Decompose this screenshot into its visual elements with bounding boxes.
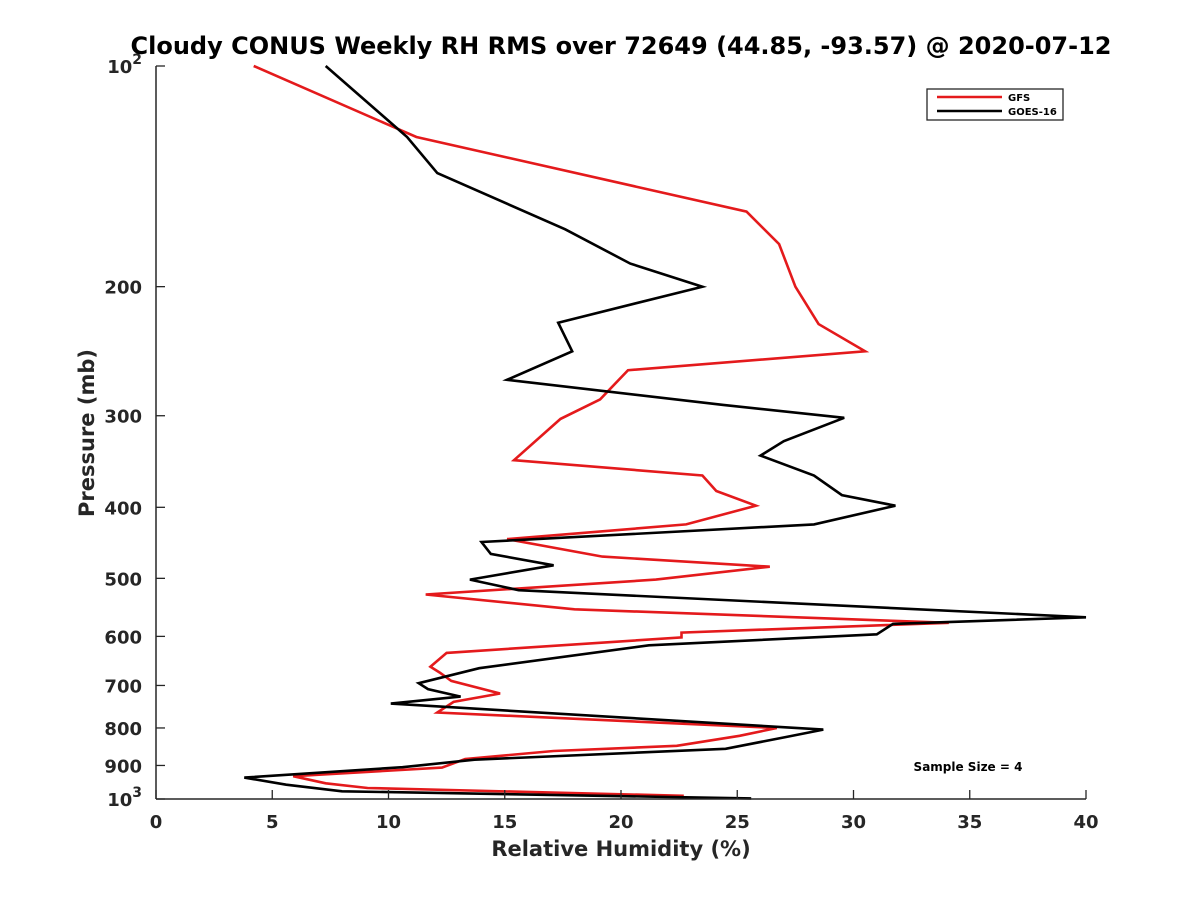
y-tick-label: 700 — [104, 676, 142, 697]
y-tick-label: 102 — [107, 52, 142, 78]
x-ticks: 0 5 10 15 20 25 30 35 40 — [150, 790, 1099, 833]
chart-title: Cloudy CONUS Weekly RH RMS over 72649 (4… — [131, 32, 1112, 60]
x-tick-label: 0 — [150, 812, 163, 833]
series-line-goes-16 — [244, 65, 1087, 800]
y-axis-label: Pressure (mb) — [75, 349, 99, 517]
axes-background — [156, 66, 1086, 799]
legend-label-goes-16: GOES-16 — [1008, 107, 1057, 118]
y-tick-label: 300 — [104, 407, 142, 428]
y-tick-label: 900 — [104, 756, 142, 777]
x-tick-label: 20 — [608, 812, 633, 833]
x-tick-label: 5 — [266, 812, 279, 833]
series-line-gfs — [253, 64, 949, 798]
x-tick-label: 10 — [376, 812, 401, 833]
legend: GFS GOES-16 — [926, 88, 1064, 121]
plot-area: 0 5 10 15 20 25 30 35 40 102 200 300 400 500 600 700 80… — [104, 52, 1098, 833]
sample-size-annotation: Sample Size = 4 — [914, 760, 1023, 774]
x-tick-label: 35 — [957, 812, 982, 833]
y-ticks: 102 200 300 400 500 600 700 800 900 103 — [104, 52, 165, 811]
y-tick-label: 400 — [104, 498, 142, 519]
series-group — [244, 64, 1087, 800]
y-tick-label: 500 — [104, 569, 142, 590]
x-tick-label: 25 — [725, 812, 750, 833]
y-tick-label: 600 — [104, 627, 142, 648]
x-tick-label: 30 — [841, 812, 866, 833]
y-tick-label: 200 — [104, 278, 142, 299]
x-tick-label: 40 — [1073, 812, 1098, 833]
x-tick-label: 15 — [492, 812, 517, 833]
y-tick-label: 103 — [107, 785, 142, 811]
y-tick-label: 800 — [104, 719, 142, 740]
legend-box — [926, 88, 1064, 121]
x-axis-label: Relative Humidity (%) — [491, 837, 750, 861]
legend-label-gfs: GFS — [1008, 93, 1030, 104]
